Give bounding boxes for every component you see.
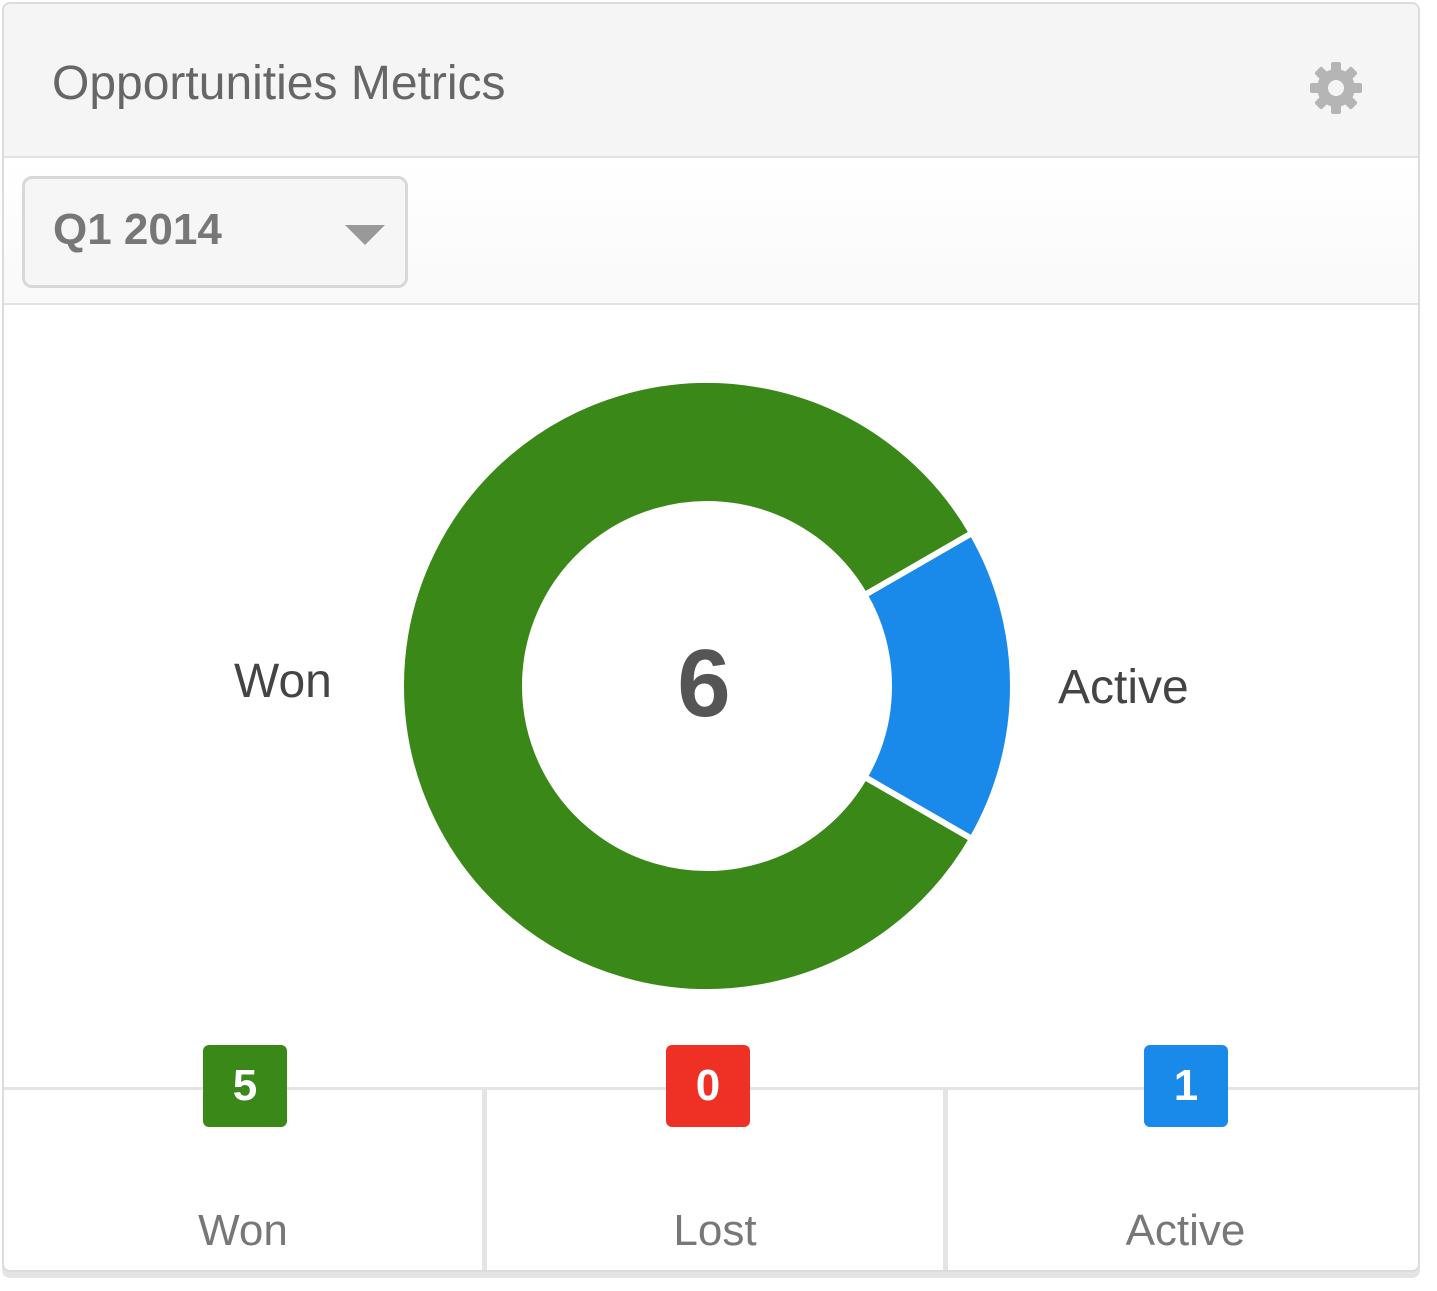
stat-won[interactable]: Won [4,1090,482,1270]
stat-label-active: Active [1125,1206,1246,1255]
total-count: 6 [677,630,731,737]
donut-chart: 6 Won Active [4,304,1418,1084]
widget-header: Opportunities Metrics [4,4,1418,158]
slice-label-won: Won [234,655,332,708]
gear-icon[interactable] [1306,58,1366,118]
stat-active[interactable]: Active [943,1090,1418,1270]
stat-label-won: Won [198,1206,288,1255]
badge-won: 5 [203,1045,287,1127]
stat-label-lost: Lost [673,1206,757,1255]
stat-lost[interactable]: Lost [482,1090,943,1270]
period-select-value: Q1 2014 [53,205,222,254]
widget-toolbar: Q1 2014 [4,158,1418,305]
badge-active: 1 [1144,1045,1228,1127]
donut-slice-won[interactable] [398,377,977,995]
donut-chart-svg [398,377,1016,995]
slice-label-active: Active [1058,661,1189,714]
chevron-down-icon [345,225,385,245]
opportunities-metrics-widget: Opportunities Metrics Q1 2014 6 Won Acti [2,2,1420,1272]
widget-title: Opportunities Metrics [52,57,506,110]
donut-slice-active[interactable] [860,528,1016,844]
badge-lost: 0 [666,1045,750,1127]
period-select[interactable]: Q1 2014 [22,176,408,288]
